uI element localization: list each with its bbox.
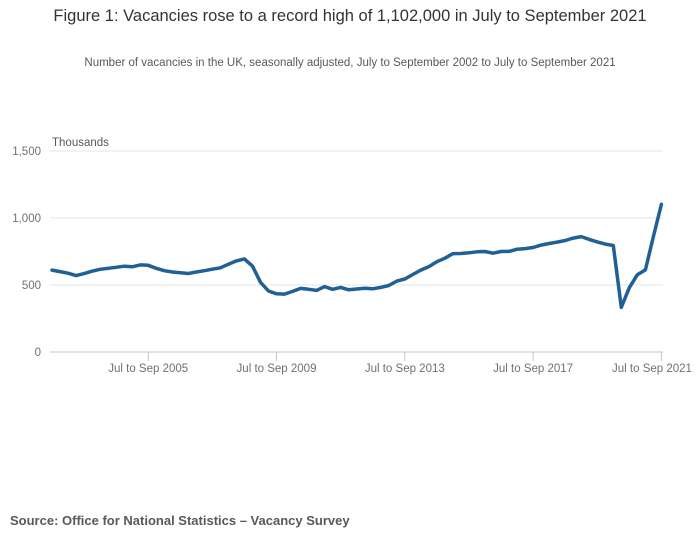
y-axis-label: 0 — [35, 347, 41, 359]
y-axis-label: 500 — [22, 280, 41, 292]
figure-title: Figure 1: Vacancies rose to a record hig… — [53, 7, 647, 25]
x-axis-label: Jul to Sep 2013 — [365, 363, 445, 375]
y-axis-unit-label: Thousands — [52, 137, 109, 149]
source-note: Source: Office for National Statistics –… — [10, 513, 350, 528]
figure-subtitle: Number of vacancies in the UK, seasonall… — [84, 57, 616, 69]
x-axis-label: Jul to Sep 2005 — [108, 363, 188, 375]
x-axis-label: Jul to Sep 2021 — [612, 363, 692, 375]
vacancies-line-series — [50, 202, 664, 310]
y-axis-label: 1,500 — [12, 146, 41, 158]
x-axis-label: Jul to Sep 2017 — [493, 363, 573, 375]
y-axis-label: 1,000 — [12, 213, 41, 225]
x-axis-label: Jul to Sep 2009 — [237, 363, 317, 375]
